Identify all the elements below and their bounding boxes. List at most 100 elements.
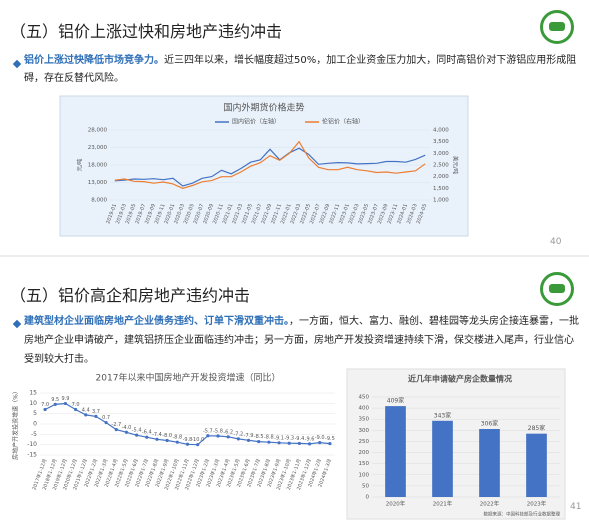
y-tick-label: 18,000 [88, 163, 108, 169]
data-label: -2.7 [111, 422, 121, 428]
point [84, 413, 88, 417]
point [257, 439, 261, 444]
y-tick-label: 8,000 [91, 198, 107, 204]
point [165, 438, 169, 443]
data-label: -7.4 [152, 432, 162, 438]
point [267, 440, 271, 444]
data-label: 9.5 [51, 397, 59, 403]
point [318, 441, 322, 445]
point [104, 420, 108, 425]
y-tick-label: 50 [362, 483, 369, 489]
data-label: 4.4 [82, 407, 90, 413]
y-tick-label: 300 [359, 428, 370, 434]
y-tick-label: 450 [359, 395, 370, 401]
data-label: -5.4 [132, 428, 142, 434]
point [328, 442, 332, 446]
data-label: -5.8 [213, 428, 223, 434]
bullet-text: ，一方面，恒大、富力、融创、碧桂园等龙头房企接连暴雷，一批房地产企业申请破产，建… [24, 316, 579, 365]
data-label: -7.9 [244, 433, 254, 439]
point [297, 441, 301, 446]
data-label: -9.0 [315, 435, 325, 441]
chart-title: 2017年以来中国房地产开发投资增速（同比） [96, 372, 281, 384]
bullet-text: 近三四年以来，增长幅度超过50%，加工企业资金压力加大，同时高铝价对下游铝应用形… [24, 55, 577, 84]
point [63, 401, 68, 406]
x-tick-label: 2020年 [386, 500, 406, 508]
point [236, 437, 240, 441]
x-tick-label: 2021年 [433, 500, 453, 508]
point [196, 443, 200, 447]
point [94, 414, 98, 418]
y-tick-label: 5 [33, 410, 37, 417]
y-tick-label: 15 [29, 390, 37, 397]
slide-title: （五）铝价上涨过快和房地产违约冲击 [10, 22, 283, 41]
logo [540, 10, 574, 44]
point [216, 434, 220, 438]
data-label: -9.4 [295, 436, 305, 442]
data-label: 9.9 [61, 396, 69, 402]
page-number: 41 [570, 502, 582, 512]
data-label: 409家 [387, 397, 404, 405]
point [135, 433, 139, 437]
y-tick-label: 13,000 [88, 180, 108, 186]
data-label: 343家 [434, 411, 451, 419]
x-tick-label: 2022年 [480, 500, 500, 508]
point [246, 438, 251, 442]
point [43, 407, 47, 412]
y-tick-label: 4,000 [433, 128, 449, 134]
y-tick-label: -5 [31, 431, 37, 438]
chart-panel [59, 95, 469, 237]
y-tick-label: 3,000 [433, 151, 449, 157]
y-tick-label: 350 [359, 417, 370, 423]
point [175, 440, 179, 444]
y-tick-label: 1,000 [433, 198, 449, 204]
legend-label: 伦铝价（右轴） [322, 118, 364, 126]
bullet: 铝价上涨过快降低市场竞争力。近三四年以来，增长幅度超过50%，加工企业资金压力加… [24, 52, 579, 88]
data-label: -9.5 [325, 436, 335, 442]
bullet-bold: 建筑型材企业面临房地产企业债务违约、订单下滑双重冲击。 [24, 316, 289, 327]
y-tick-label: 28,000 [88, 128, 108, 134]
bar [432, 420, 453, 497]
y-tick-label: 2,000 [433, 174, 449, 180]
bar [479, 429, 500, 497]
x-tick-label: 2023年 [527, 500, 547, 508]
point [155, 437, 159, 441]
y-tick-label: 150 [359, 461, 370, 467]
y-tick-label: 0 [366, 495, 370, 501]
y-tick-label: 2,500 [433, 163, 449, 169]
data-label: -4.0 [122, 425, 132, 431]
data-label: -6.2 [223, 429, 233, 435]
chart-title: 近几年申请破产房企数量情况 [408, 374, 512, 384]
data-label: -8.5 [254, 434, 264, 440]
data-label: 3.7 [92, 409, 100, 415]
data-label: -10.0 [191, 437, 204, 443]
point [114, 427, 118, 432]
data-label: 7.0 [41, 402, 49, 408]
point [277, 441, 281, 445]
data-label: 7.0 [72, 402, 80, 408]
point [124, 430, 129, 434]
y-tick-label: 0 [33, 421, 37, 428]
bullet-bold: 铝价上涨过快降低市场竞争力。 [24, 55, 164, 66]
line-series [114, 140, 426, 189]
data-label: -8.8 [172, 435, 182, 441]
data-label: 285家 [528, 424, 545, 432]
slide-title: （五）铝价高企和房地产违约冲击 [10, 286, 251, 305]
point [145, 435, 149, 439]
point [206, 434, 210, 438]
data-label: -8.8 [264, 435, 274, 441]
data-label: -9.8 [183, 437, 193, 443]
point [74, 407, 78, 412]
y2-axis-title: 美元/吨 [452, 156, 460, 175]
y-tick-label: 250 [359, 439, 370, 445]
point [307, 442, 312, 446]
data-label: -9.6 [305, 436, 315, 442]
data-label: 306家 [481, 420, 498, 428]
bar [385, 406, 406, 497]
point [53, 402, 57, 406]
data-label: -7.2 [233, 431, 243, 437]
line-series [114, 147, 426, 187]
y-tick-label: 3,500 [433, 139, 449, 145]
data-label: -6.4 [142, 430, 152, 436]
